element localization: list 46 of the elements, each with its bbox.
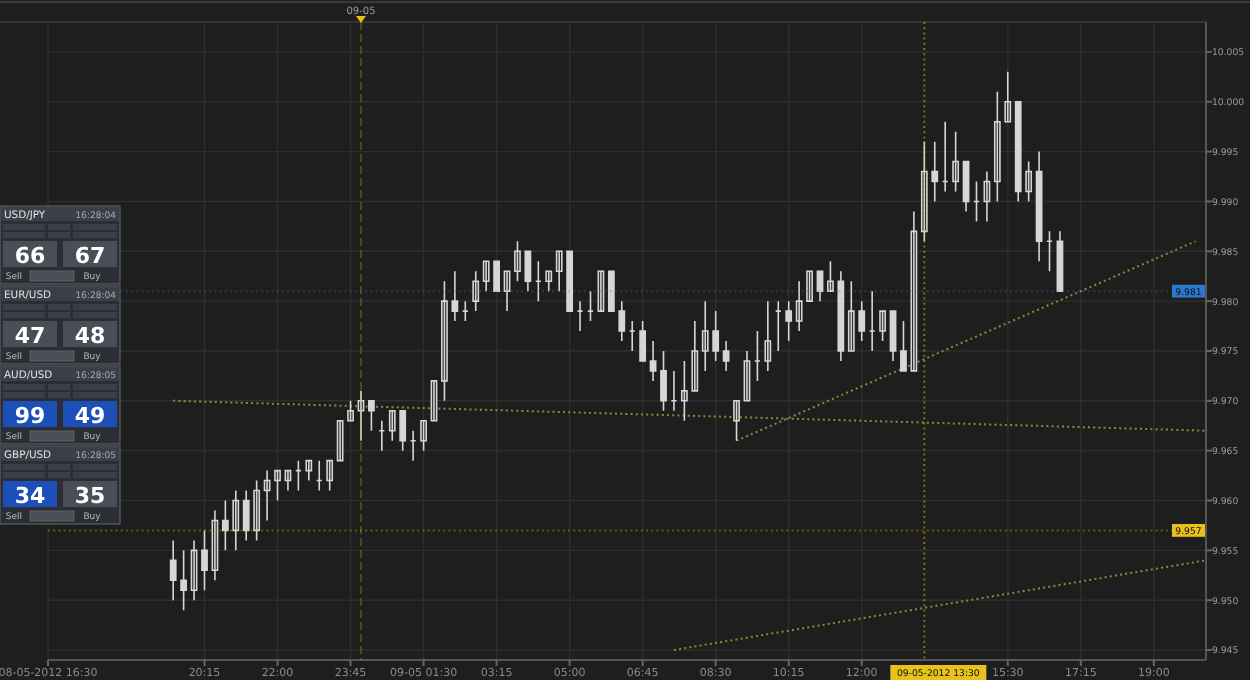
candlestick (628, 320, 636, 352)
candlestick (263, 469, 271, 522)
text: 47 (14, 323, 46, 349)
candlestick (722, 340, 730, 372)
candlestick (545, 270, 553, 292)
text: 99 (14, 403, 46, 429)
candlestick (534, 260, 542, 302)
candlestick (868, 290, 876, 352)
candlestick (378, 419, 386, 452)
text: 34 (14, 483, 46, 509)
candlestick (357, 390, 365, 442)
candlestick (941, 120, 949, 193)
candlestick (983, 170, 991, 223)
candlestick (294, 459, 302, 492)
candlestick (660, 350, 667, 412)
candlestick (284, 469, 292, 492)
candlestick (973, 180, 980, 223)
candlestick (670, 370, 678, 412)
candlestick (315, 459, 323, 492)
candlestick (201, 529, 208, 592)
annotation: 35 (74, 483, 106, 509)
candlestick (649, 340, 657, 382)
candlestick (774, 300, 782, 352)
candlestick (326, 459, 334, 492)
annotation: 49 (74, 403, 106, 429)
annotation: 67 (74, 243, 106, 269)
candlestick (368, 400, 375, 432)
candlestick (764, 300, 772, 372)
candlestick (879, 310, 886, 342)
candlestick (503, 270, 511, 312)
candlestick (733, 400, 740, 442)
candlestick (576, 300, 584, 332)
candlestick (754, 330, 761, 382)
candlestick (409, 429, 417, 462)
text: 66 (14, 243, 46, 269)
candlestick (639, 320, 647, 362)
candlestick (587, 290, 594, 322)
candlestick (952, 130, 960, 193)
candlestick (785, 300, 793, 342)
candlestick (461, 300, 469, 322)
candlestick (305, 459, 313, 482)
candlestick (1046, 230, 1053, 273)
candlestick (472, 270, 480, 312)
annotation: 48 (74, 323, 106, 349)
candlestick (274, 469, 281, 502)
candlestick (420, 419, 427, 452)
